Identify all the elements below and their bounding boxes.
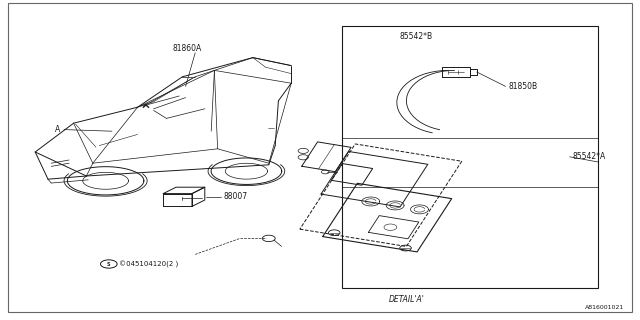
- Text: 85542*B: 85542*B: [400, 32, 433, 41]
- Text: ©045104120(2 ): ©045104120(2 ): [119, 260, 179, 268]
- Text: S: S: [107, 261, 111, 267]
- Text: 88007: 88007: [224, 192, 248, 201]
- Text: A816001021: A816001021: [585, 305, 624, 310]
- Bar: [342, 26, 598, 288]
- Text: 81860A: 81860A: [173, 44, 202, 52]
- Text: A: A: [55, 125, 60, 134]
- Text: DETAIL'A': DETAIL'A': [388, 295, 424, 304]
- Text: 81850B: 81850B: [509, 82, 538, 91]
- Text: 85542*A: 85542*A: [573, 152, 606, 161]
